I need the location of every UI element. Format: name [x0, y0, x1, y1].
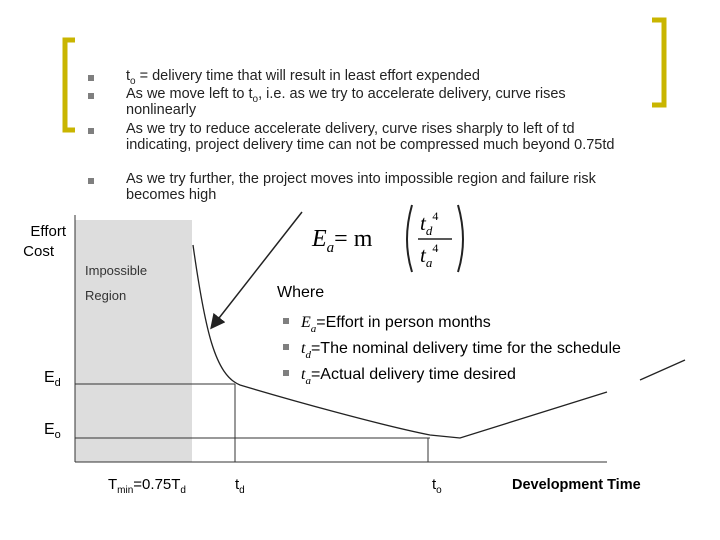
subscript: d — [55, 377, 61, 389]
subscript: o — [130, 75, 136, 87]
text: E — [300, 314, 311, 331]
bullet: As we try to reduce accelerate delivery,… — [126, 121, 631, 153]
bullet-marker — [88, 93, 94, 99]
legend-item: Ea=Effort in person months — [300, 314, 491, 335]
where-label: Where — [277, 284, 324, 301]
bullet: to = delivery time that will result in l… — [126, 68, 631, 87]
bullet-marker — [88, 75, 94, 81]
x-label: Development Time — [512, 477, 641, 493]
subscript: a — [327, 240, 335, 256]
text: t — [301, 366, 306, 383]
text: t — [301, 340, 306, 357]
text: , i.e. as we try to accelerate delivery,… — [126, 86, 570, 118]
text: =The nominal delivery time for the sched… — [311, 340, 621, 357]
subscript: min — [117, 485, 133, 496]
impossible-region — [75, 220, 192, 462]
subscript: d — [239, 485, 245, 496]
text: t — [126, 68, 131, 84]
text: = delivery time that will result in leas… — [135, 68, 480, 84]
text: t — [420, 243, 427, 267]
text: =Effort in person months — [316, 314, 490, 331]
subscript: d — [305, 349, 311, 361]
subscript: o — [55, 429, 61, 441]
y-label: Effort — [30, 223, 66, 240]
numerator: td4 — [420, 209, 438, 238]
subscript: a — [305, 375, 311, 387]
text: As we try to reduce accelerate delivery,… — [126, 121, 615, 153]
y-label: Cost — [23, 243, 55, 260]
curve-segment — [639, 359, 686, 381]
bracket — [652, 17, 667, 108]
subscript: a — [311, 323, 317, 335]
superscript: 4 — [432, 241, 438, 255]
text: E — [44, 369, 55, 386]
paren — [457, 204, 464, 273]
text: t — [420, 211, 427, 235]
text: T — [108, 476, 117, 493]
bracket — [62, 37, 75, 133]
denominator: ta4 — [420, 241, 438, 270]
text: t — [432, 476, 437, 493]
x-tick-label: Tmin=0.75Td — [108, 476, 186, 496]
text: t — [235, 476, 240, 493]
superscript: 4 — [432, 209, 438, 223]
subscript: d — [426, 223, 433, 238]
subscript: o — [252, 93, 259, 105]
legend-item: ta=Actual delivery time desired — [301, 366, 516, 387]
bullet-marker — [88, 178, 94, 184]
text: =Actual delivery time desired — [311, 366, 516, 383]
subscript: a — [426, 255, 433, 270]
arrow — [210, 211, 303, 330]
bullet: As we move left to to, i.e. as we try to… — [126, 86, 631, 118]
subscript: o — [436, 485, 442, 496]
paren — [406, 204, 413, 273]
y-tick-label: Ed — [44, 369, 61, 389]
legend-marker — [283, 370, 289, 376]
text: =0.75T — [133, 476, 180, 493]
legend-marker — [283, 344, 289, 350]
text: E — [44, 421, 55, 438]
region-label: Impossible — [85, 263, 147, 278]
region-label: Region — [85, 288, 126, 303]
y-tick-label: Eo — [44, 421, 61, 441]
effort-curve — [192, 244, 608, 439]
text: E — [311, 226, 327, 252]
bullet-marker — [88, 128, 94, 134]
subscript: d — [180, 485, 186, 496]
formula: Ea= m — [311, 226, 373, 256]
text: As we try further, the project moves int… — [126, 171, 600, 203]
bullet: As we try further, the project moves int… — [126, 171, 631, 203]
x-tick-label: to — [432, 476, 442, 496]
x-tick-label: td — [235, 476, 245, 496]
legend-item: td=The nominal delivery time for the sch… — [301, 340, 621, 361]
text: = m — [334, 226, 373, 252]
legend-marker — [283, 318, 289, 324]
text: As we move left to t — [126, 86, 253, 102]
